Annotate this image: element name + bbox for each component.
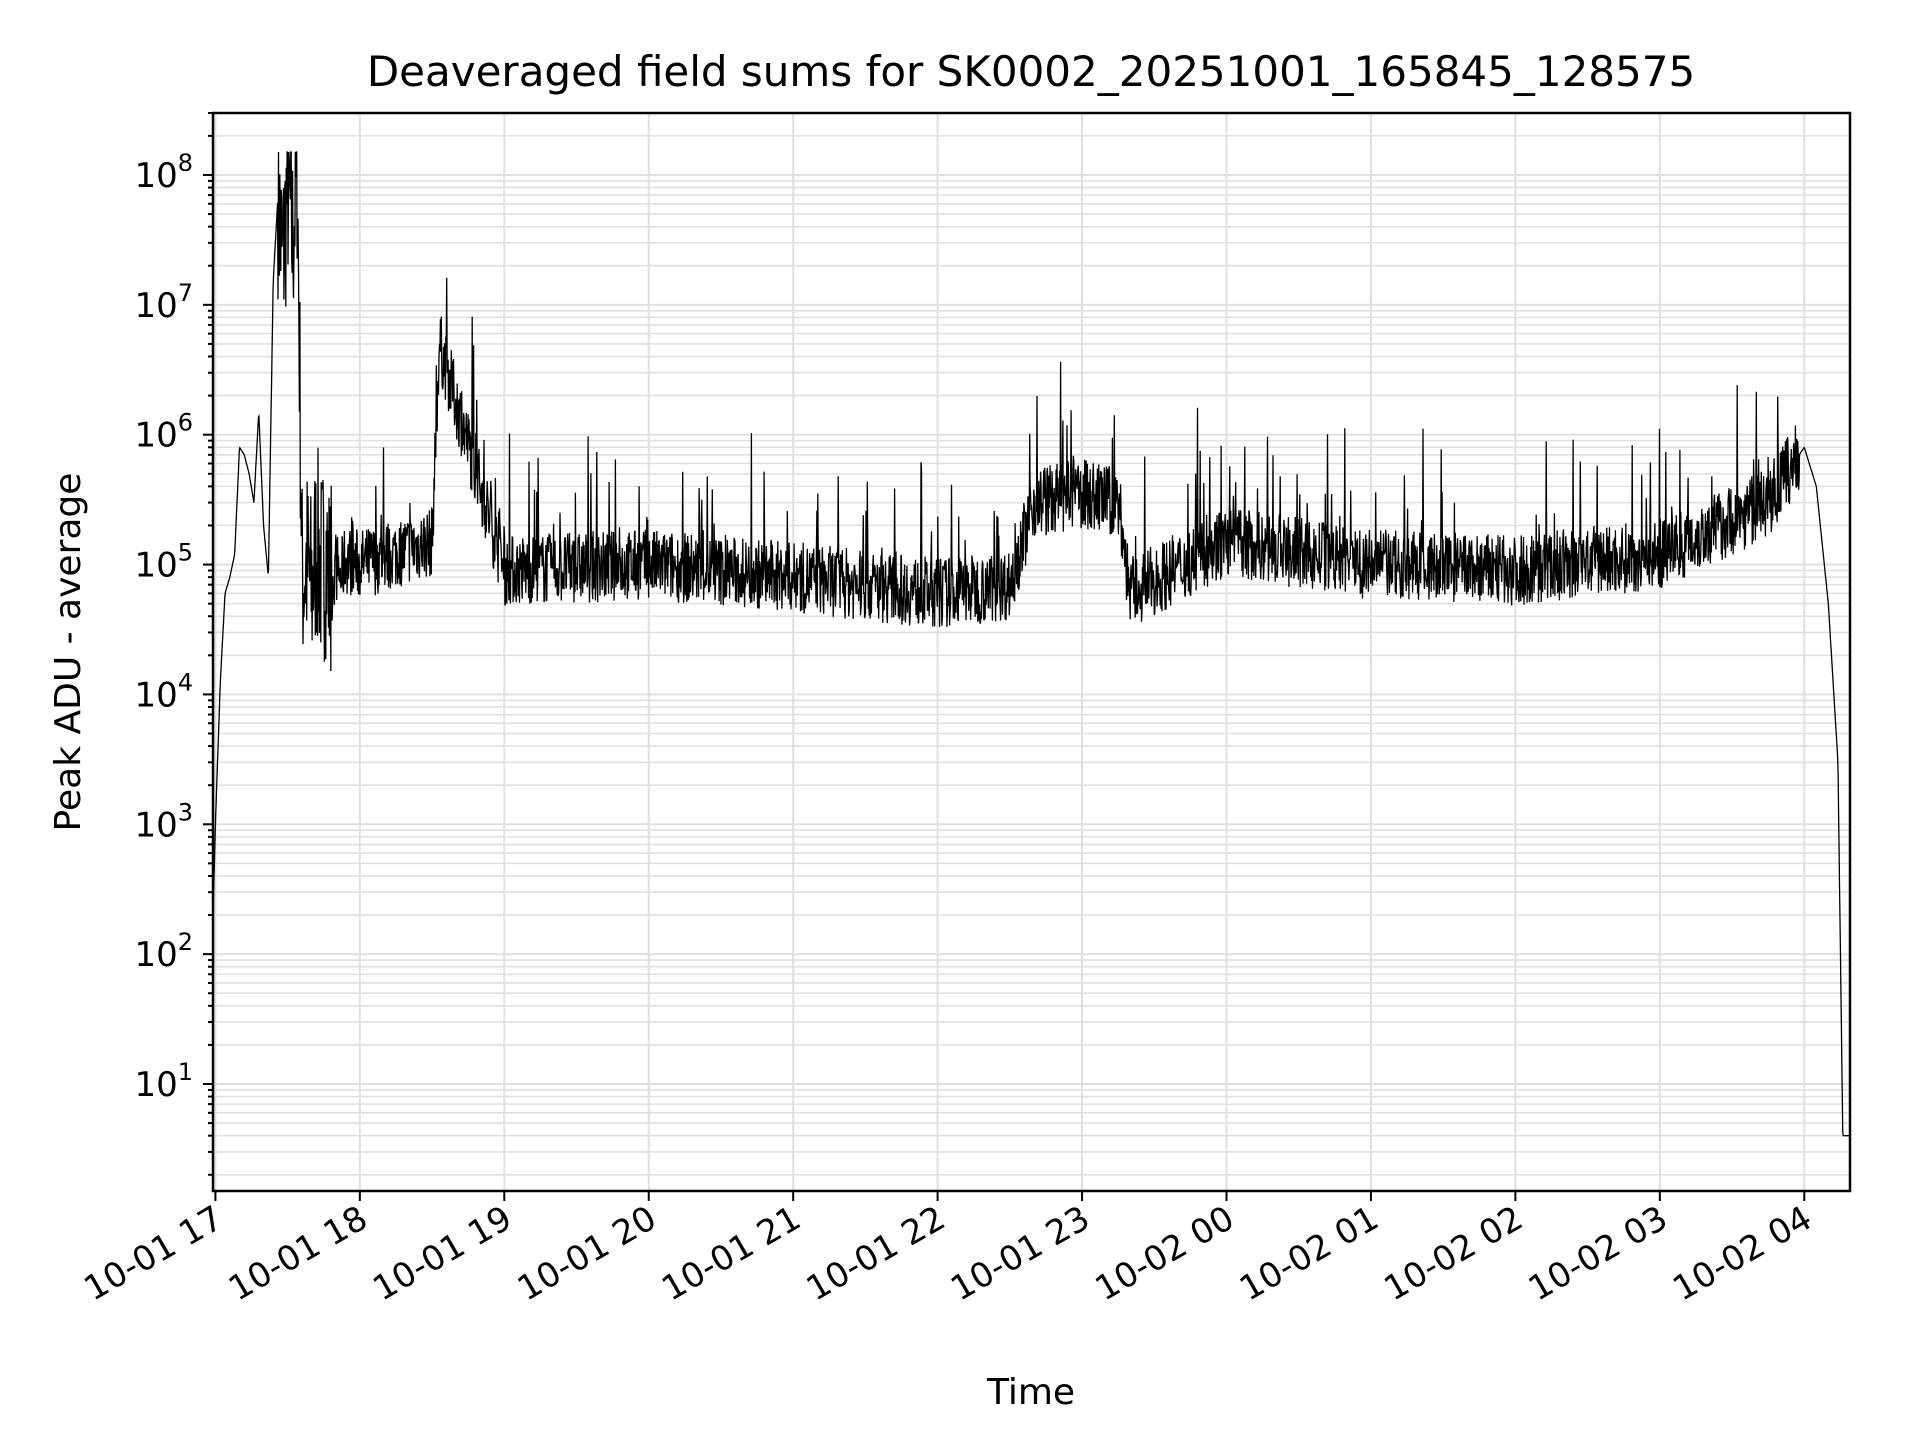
- y-tick-label: 101: [134, 1058, 193, 1105]
- plot-area-frame: [211, 111, 1852, 1193]
- y-tick-label: 103: [134, 798, 193, 845]
- y-tick-label: 104: [134, 668, 193, 715]
- y-tick-label: 102: [134, 928, 193, 975]
- y-tick-label: 106: [134, 409, 193, 456]
- y-axis-title: Peak ADU - average: [48, 473, 89, 832]
- data-line-layer: [212, 151, 1850, 1137]
- chart-title: Deaveraged field sums for SK0002_2025100…: [367, 47, 1695, 96]
- y-tick-label: 105: [134, 539, 193, 586]
- y-tick-label: 107: [134, 279, 193, 326]
- series-line: [212, 151, 1850, 1137]
- x-axis-title: Time: [986, 1372, 1075, 1413]
- y-tick-label: 108: [134, 149, 193, 196]
- grid: [213, 112, 1850, 1191]
